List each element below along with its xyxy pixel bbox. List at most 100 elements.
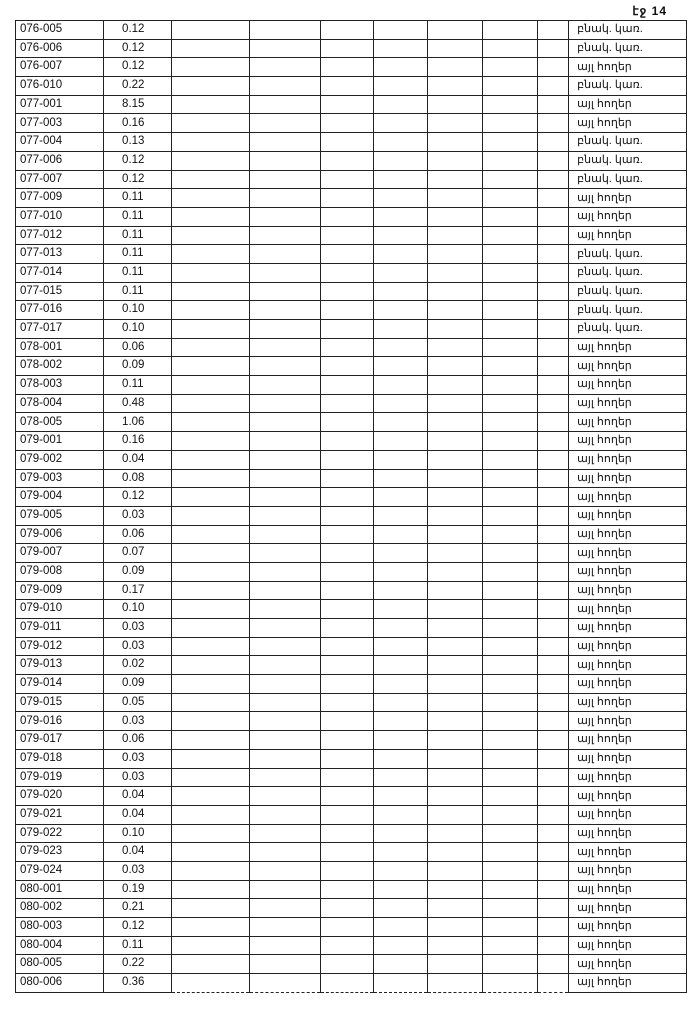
empty-cell — [319, 917, 374, 937]
empty-cell — [171, 561, 250, 582]
empty-cell — [248, 748, 321, 769]
empty-cell — [372, 860, 429, 881]
empty-cell — [427, 20, 484, 40]
land-type-cell: բնակ. կառ. — [568, 169, 687, 190]
area-cell: 1.06 — [103, 412, 173, 433]
empty-cell — [372, 842, 429, 862]
empty-cell — [171, 786, 250, 806]
empty-cell — [537, 393, 570, 414]
table-row: 077-001 8.15 այլ հողեր — [14, 94, 687, 115]
empty-cell — [482, 917, 539, 937]
empty-cell — [319, 449, 374, 470]
empty-cell — [319, 748, 374, 769]
empty-cell — [171, 20, 250, 40]
table-row: 079-009 0.17 այլ հողեր — [14, 580, 687, 601]
area-cell: 0.07 — [103, 543, 173, 563]
empty-cell — [171, 337, 250, 358]
empty-cell — [537, 188, 570, 208]
empty-cell — [372, 954, 429, 975]
empty-cell — [171, 188, 250, 208]
empty-cell — [537, 748, 570, 769]
parcel-id-cell: 077-012 — [14, 225, 105, 246]
parcel-id-cell: 077-003 — [14, 113, 105, 134]
land-type-cell: այլ հողեր — [568, 823, 687, 844]
empty-cell — [171, 505, 250, 526]
empty-cell — [537, 879, 570, 900]
empty-cell — [427, 954, 484, 975]
empty-cell — [482, 375, 539, 395]
land-type-cell: այլ հողեր — [568, 618, 687, 638]
empty-cell — [171, 748, 250, 769]
empty-cell — [427, 206, 484, 227]
empty-cell — [171, 842, 250, 862]
empty-cell — [372, 524, 429, 545]
empty-cell — [427, 38, 484, 59]
empty-cell — [319, 431, 374, 451]
empty-cell — [372, 692, 429, 713]
empty-cell — [248, 20, 321, 40]
empty-cell — [248, 561, 321, 582]
area-cell: 0.11 — [103, 262, 173, 283]
empty-cell — [319, 244, 374, 264]
empty-cell — [482, 169, 539, 190]
empty-cell — [372, 300, 429, 320]
empty-cell — [171, 636, 250, 657]
empty-cell — [427, 786, 484, 806]
empty-cell — [248, 76, 321, 96]
empty-cell — [319, 300, 374, 320]
empty-cell — [427, 188, 484, 208]
empty-cell — [319, 711, 374, 732]
area-cell: 0.11 — [103, 244, 173, 264]
empty-cell — [372, 711, 429, 732]
land-type-cell: բնակ. կառ. — [568, 281, 687, 302]
empty-cell — [372, 94, 429, 115]
table-row: 079-012 0.03 այլ հողեր — [14, 636, 687, 657]
empty-cell — [248, 655, 321, 676]
empty-cell — [319, 935, 374, 956]
parcel-id-cell: 077-009 — [14, 188, 105, 208]
area-cell: 0.03 — [103, 636, 173, 657]
land-type-cell: այլ հողեր — [568, 356, 687, 377]
empty-cell — [372, 412, 429, 433]
parcel-id-cell: 079-020 — [14, 786, 105, 806]
table-row: 076-007 0.12 այլ հողեր — [14, 57, 687, 78]
table-row: 078-005 1.06 այլ հողեր — [14, 412, 687, 433]
empty-cell — [427, 393, 484, 414]
area-cell: 0.09 — [103, 356, 173, 377]
empty-cell — [171, 150, 250, 171]
parcel-id-cell: 077-014 — [14, 262, 105, 283]
empty-cell — [319, 561, 374, 582]
area-cell: 0.03 — [103, 618, 173, 638]
empty-cell — [372, 188, 429, 208]
area-cell: 0.08 — [103, 468, 173, 489]
empty-cell — [171, 468, 250, 489]
empty-cell — [319, 730, 374, 750]
empty-cell — [427, 767, 484, 788]
empty-cell — [248, 412, 321, 433]
empty-cell — [319, 225, 374, 246]
empty-cell — [248, 898, 321, 918]
table-row: 079-022 0.10 այլ հողեր — [14, 823, 687, 844]
area-cell: 0.04 — [103, 804, 173, 825]
empty-cell — [248, 300, 321, 320]
empty-cell — [427, 879, 484, 900]
empty-cell — [427, 300, 484, 320]
empty-cell — [482, 767, 539, 788]
table-row: 078-002 0.09 այլ հողեր — [14, 356, 687, 377]
empty-cell — [319, 505, 374, 526]
table-row: 077-007 0.12 բնակ. կառ. — [14, 169, 687, 190]
empty-cell — [248, 225, 321, 246]
empty-cell — [427, 804, 484, 825]
empty-cell — [319, 132, 374, 152]
empty-cell — [482, 57, 539, 78]
empty-cell — [482, 692, 539, 713]
land-type-cell: այլ հողեր — [568, 468, 687, 489]
table-row: 079-002 0.04 այլ հողեր — [14, 449, 687, 470]
empty-cell — [248, 580, 321, 601]
area-cell: 0.12 — [103, 57, 173, 78]
area-cell: 0.11 — [103, 225, 173, 246]
land-type-cell: բնակ. կառ. — [568, 319, 687, 339]
empty-cell — [482, 281, 539, 302]
parcel-id-cell: 077-015 — [14, 281, 105, 302]
empty-cell — [171, 879, 250, 900]
